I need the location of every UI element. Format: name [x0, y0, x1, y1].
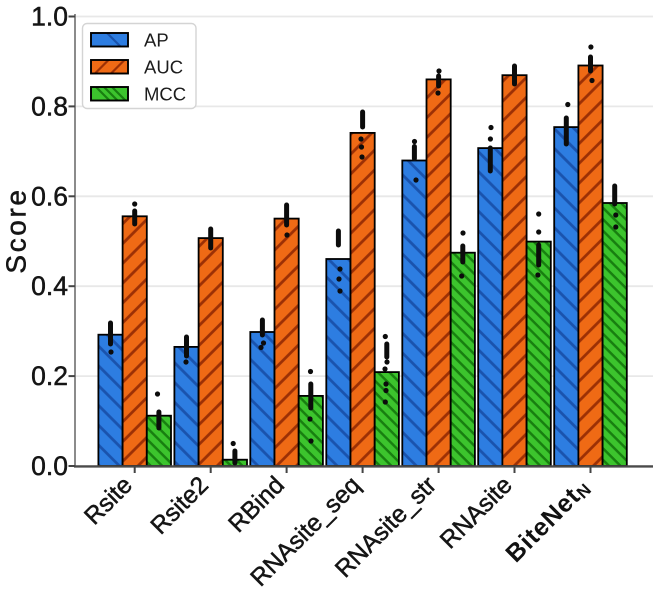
svg-text:AUC: AUC — [144, 57, 183, 78]
svg-text:1.0: 1.0 — [31, 2, 68, 32]
svg-text:0.6: 0.6 — [31, 181, 68, 211]
svg-text:0.0: 0.0 — [31, 451, 68, 481]
svg-text:0.2: 0.2 — [31, 361, 68, 391]
svg-text:0.8: 0.8 — [31, 91, 68, 121]
svg-text:Score: Score — [1, 187, 32, 273]
svg-text:0.4: 0.4 — [31, 271, 68, 301]
svg-text:AP: AP — [144, 30, 169, 51]
svg-text:MCC: MCC — [144, 84, 186, 105]
